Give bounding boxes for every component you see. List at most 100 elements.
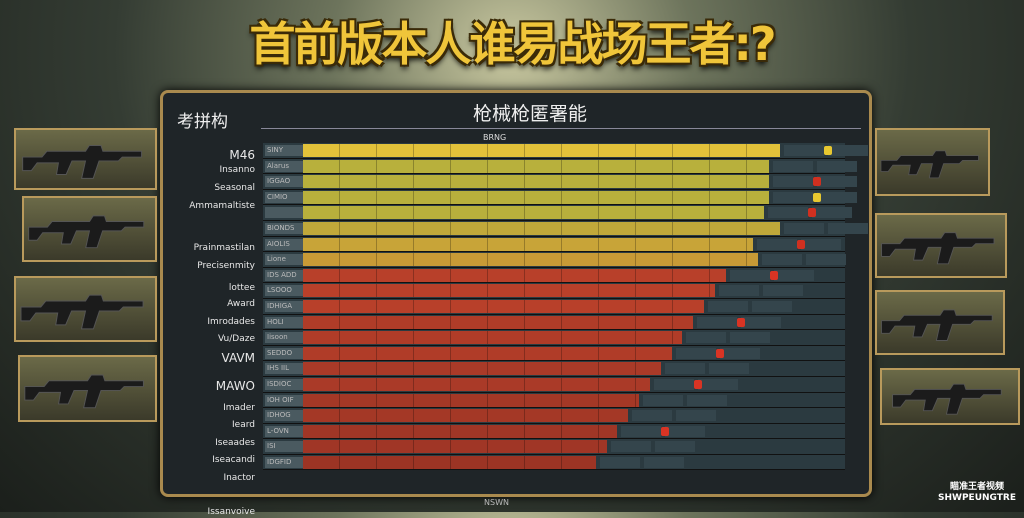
weapon-stats-panel: 考拼构 枪械枪匿署能 BRNG M46 Insanno Seasonal Ammama… [160,90,872,517]
value-cell [610,441,651,453]
stat-bar [303,424,618,438]
row-label: M46 [229,148,255,162]
stat-bar [303,299,705,313]
row-label: Issanvoive [207,507,255,517]
value-cell [621,425,662,437]
row-label: VAVM [221,351,255,365]
value-cell [762,254,803,266]
table-row: AIOLIS [263,236,845,253]
row-name: ISDIOC [265,378,303,390]
row-name: IOH OIF [265,394,303,406]
row-name: L-OVN [265,425,303,437]
value-cell [827,145,868,156]
value-cell [653,378,694,390]
brand-line1: 瞄准王者视频 [950,482,1005,492]
row-name: IDS ADD [265,269,303,281]
table-row: IHS IIL [263,361,845,377]
stat-bar [303,315,694,329]
panel-left-title: 考拼构 [177,112,228,132]
status-marker [769,270,778,280]
row-label: Vu/Daze [218,334,255,344]
table-row: Alarus [263,158,858,175]
stat-bar [303,284,715,298]
row-label: Ammamaltiste [189,201,255,211]
table-row: Iisoon [263,330,845,346]
table-row: CIMIO [263,189,858,206]
row-label: Ieard [232,420,255,430]
table-row: ISDIOC [263,376,845,393]
value-cell [686,332,727,344]
value-cell [800,238,841,250]
status-marker [693,379,702,389]
row-name: Iisoon [265,332,303,344]
value-cell [632,410,673,422]
row-name: BIONDS [265,222,303,234]
value-cell [773,191,814,203]
value-cell [643,394,684,406]
value-cell [697,378,738,390]
table-row: SEDDO [263,345,845,362]
stat-bar [303,377,650,391]
rifle-icon [875,128,990,196]
axis-line [261,128,861,129]
value-cell [767,207,808,219]
value-cell [811,207,852,219]
row-label: Prainmastilan [193,243,255,253]
value-cell [741,316,782,328]
stat-bar [303,346,672,360]
sniper-rifle-icon [880,368,1020,425]
value-cell [817,160,858,172]
row-name: IDHOG [265,410,303,422]
row-name: IGGAO [265,176,303,188]
table-row: IDHIGA [263,298,845,315]
table-row: ISI [263,439,845,455]
stat-bar [303,190,770,204]
table-row: LSOOO [263,283,845,299]
table-row: SINY [263,143,868,159]
table-row [263,205,852,221]
row-label: Iseaades [215,438,255,448]
value-cell [708,363,749,375]
table-row: IDS ADD [263,267,845,284]
stat-bar [303,362,661,376]
stat-bar [303,221,780,235]
value-cell [643,456,684,468]
row-label: Award [227,299,255,309]
rifle-icon [18,355,157,422]
value-cell [654,441,695,453]
row-label: Iseacandi [212,455,255,465]
row-name: CIMIO [265,191,303,203]
carbine-icon [22,196,157,262]
value-cell [676,410,717,422]
assault-rifle-icon [14,276,157,342]
value-cell [827,222,868,234]
stat-bar [303,206,764,220]
value-cell [718,285,759,297]
value-cell [806,254,847,266]
row-name: IDGFID [265,456,303,468]
status-marker [813,177,822,187]
value-cell [719,347,760,359]
stat-bar [303,393,640,407]
value-cell [729,269,770,281]
value-cell [697,316,738,328]
status-marker [813,192,822,202]
row-label: Imrodades [207,317,255,327]
row-label: lottee [228,283,255,293]
row-name: ISI [265,441,303,453]
table-row: HOLI [263,314,845,331]
row-name [265,207,303,219]
stat-bar [303,440,607,454]
stat-bar [303,409,629,423]
value-cell [730,332,771,344]
value-cell [773,160,814,172]
value-cell [752,300,793,312]
row-label: Precisenmity [197,261,255,271]
row-name: LSOOO [265,285,303,297]
value-cell [773,269,814,281]
value-cell [783,222,824,234]
rifle-icon [14,128,157,190]
status-marker [661,426,670,436]
tick-label: BRNG [483,133,507,142]
brand-logo: 瞄准王者视频 SHWPEUNGTRE [938,482,1016,504]
